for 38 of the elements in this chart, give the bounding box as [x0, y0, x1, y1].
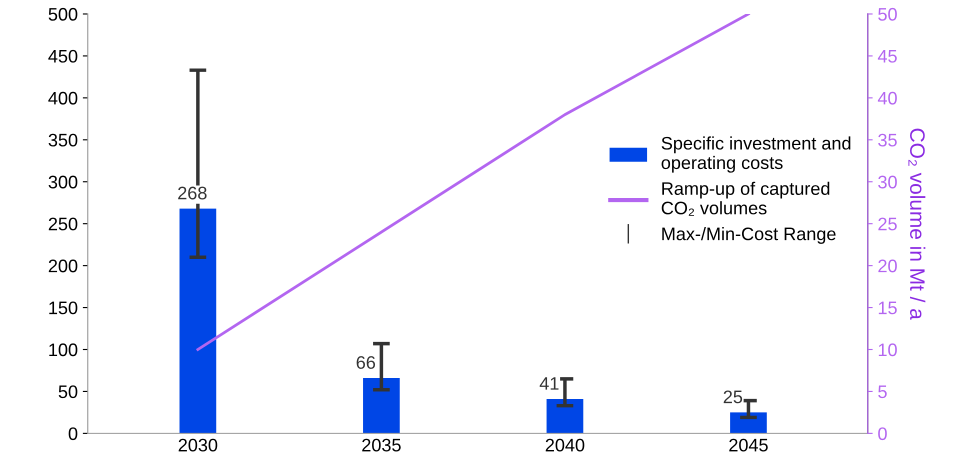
x-tick-label: 2045: [729, 438, 768, 452]
data-label: 25: [724, 390, 742, 404]
y-tick-label: 100: [49, 343, 78, 356]
y2-tick-label: 45: [878, 50, 897, 63]
data-label: 41: [540, 377, 558, 390]
y-tick-label: 400: [48, 92, 78, 105]
y2-tick-label: 5: [878, 386, 887, 398]
x-tick-label: 2035: [362, 438, 401, 452]
y-tick-label: 0: [68, 427, 78, 440]
y-tick-label: 500: [48, 8, 78, 21]
bar: [180, 208, 216, 434]
y2-tick-label: 25: [878, 218, 897, 230]
y2-tick-label: 15: [878, 302, 897, 314]
data-label: 66: [356, 356, 376, 369]
y2-tick-label: 50: [878, 8, 897, 21]
y-tick-label: 450: [48, 50, 78, 63]
y-tick-label: 50: [58, 385, 78, 398]
bar: [363, 378, 400, 434]
y2-tick-label: 0: [878, 427, 887, 440]
legend-label: Ramp-up of captured CO₂ volumes: [662, 182, 830, 216]
legend-label: Specific investment and operating costs: [662, 136, 850, 173]
y-tick-label: 250: [48, 218, 78, 230]
y2-tick-label: 30: [878, 176, 897, 188]
bar: [730, 412, 767, 434]
x-tick-label: 2040: [546, 438, 584, 452]
y2-tick-label: 20: [878, 260, 897, 272]
y-tick-label: 350: [48, 134, 78, 147]
y-tick-label: 300: [48, 176, 78, 188]
y2-axis-title: CO₂ volume in Mt / a: [908, 128, 926, 320]
bar: [546, 398, 584, 434]
y-tick-label: 200: [48, 260, 78, 272]
annotation: Max-/Min-Cost Range: [662, 227, 836, 244]
y2-tick-label: 35: [878, 134, 897, 147]
y2-tick-label: 10: [878, 343, 897, 356]
data-label: 268: [178, 186, 207, 200]
x-tick-label: 2030: [178, 438, 218, 452]
y2-tick-label: 40: [878, 92, 897, 105]
y-tick-label: 150: [49, 301, 78, 314]
